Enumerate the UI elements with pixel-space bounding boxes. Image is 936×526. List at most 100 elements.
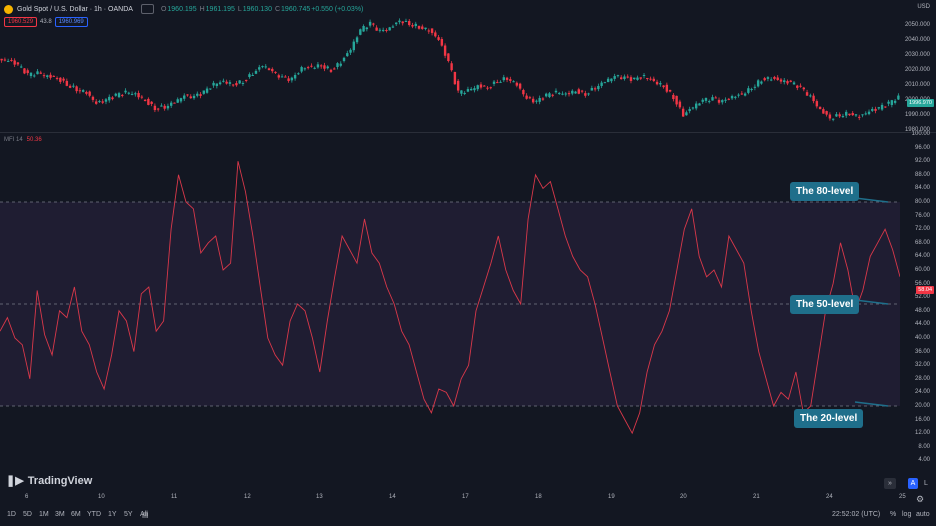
- candle-body: [512, 81, 515, 83]
- pane-divider[interactable]: [0, 132, 936, 133]
- symbol-legend[interactable]: Gold Spot / U.S. Dollar · 1h · OANDA O19…: [4, 3, 363, 15]
- timeframe-1m[interactable]: 1M: [39, 511, 49, 518]
- candle-body: [49, 74, 52, 78]
- callout-80-level: The 80-level: [790, 182, 860, 201]
- candle-body: [408, 21, 411, 26]
- candle-body: [212, 82, 215, 86]
- candle-body: [124, 90, 127, 93]
- candle-body: [192, 95, 196, 99]
- candle-body: [688, 109, 691, 112]
- timeframe-ytd[interactable]: YTD: [87, 511, 101, 518]
- utc-clock[interactable]: 22:52:02 (UTC): [832, 511, 881, 518]
- candle-body: [189, 96, 192, 99]
- candle-body: [23, 68, 26, 74]
- mfi-legend[interactable]: MFI 14 50.36: [4, 137, 42, 143]
- quote-row: 1960.529 43.8 1960.969: [4, 16, 88, 28]
- candle-body: [297, 73, 300, 75]
- logo-text: TradingView: [27, 474, 93, 487]
- candle-body: [691, 107, 695, 109]
- candle-body: [62, 78, 65, 81]
- candle-body: [218, 82, 222, 85]
- mfi-chart[interactable]: [0, 133, 900, 491]
- candle-body: [496, 82, 499, 84]
- timeframe-3m[interactable]: 3M: [55, 511, 65, 518]
- candle-body: [271, 68, 274, 72]
- time-axis-label: 25: [899, 494, 906, 500]
- auto-scale-a-button[interactable]: A: [908, 478, 918, 489]
- currency-label[interactable]: USD: [917, 4, 930, 10]
- candle-body: [727, 98, 731, 100]
- percent-toggle[interactable]: %: [890, 511, 897, 518]
- sell-price-button[interactable]: 1960.529: [4, 17, 38, 27]
- tradingview-logo[interactable]: ❚▶ TradingView: [6, 474, 93, 488]
- candle-body: [639, 77, 642, 79]
- mfi-axis-label: 52.00: [914, 294, 930, 301]
- candle-body: [104, 99, 108, 102]
- candle-body: [541, 98, 545, 100]
- candle-body: [531, 98, 535, 103]
- candle-body: [854, 114, 858, 116]
- candle-body: [33, 75, 36, 77]
- candle-body: [434, 32, 437, 37]
- candle-body: [205, 88, 209, 93]
- candle-body: [584, 93, 587, 96]
- candle-body: [668, 89, 672, 92]
- candle-body: [551, 94, 554, 96]
- time-axis[interactable]: 6 10 11 12 13 14 17 18 19 20 21 24 25: [0, 492, 906, 506]
- candle-body: [675, 95, 678, 105]
- buy-price-button[interactable]: 1960.969: [54, 17, 88, 27]
- timeframe-1d[interactable]: 1D: [7, 511, 16, 518]
- timeframe-5d[interactable]: 5D: [23, 511, 32, 518]
- log-scale-l-button[interactable]: L: [924, 480, 928, 487]
- scroll-to-realtime-button[interactable]: »: [884, 478, 896, 489]
- candle-body: [13, 60, 16, 65]
- candle-body: [336, 63, 339, 67]
- timeframe-6m[interactable]: 6M: [71, 511, 81, 518]
- candle-body: [450, 63, 453, 71]
- timeframe-5y[interactable]: 5Y: [124, 511, 133, 518]
- price-chart[interactable]: [0, 0, 900, 132]
- candle-body: [574, 91, 577, 94]
- candle-body: [430, 28, 434, 33]
- candle-body: [385, 29, 388, 31]
- candle-body: [753, 86, 757, 88]
- candle-body: [55, 77, 59, 79]
- visibility-eye-icon[interactable]: [140, 4, 154, 14]
- candle-body: [558, 92, 561, 94]
- price-axis[interactable]: USD 2050.000 2040.000 2030.000 2020.000 2010…: [900, 0, 936, 494]
- candle-body: [522, 90, 525, 95]
- candle-body: [88, 91, 91, 96]
- candle-body: [766, 77, 770, 79]
- settings-gear-icon[interactable]: ⚙: [916, 494, 925, 504]
- candle-body: [121, 94, 124, 96]
- ohlc-values: O1960.195 H1961.195 L1960.130 C1960.745+0.5…: [158, 6, 363, 13]
- mfi-line: [0, 161, 900, 435]
- mfi-axis-label: 68.00: [914, 239, 930, 246]
- candle-body: [740, 93, 744, 95]
- timeframe-all[interactable]: All: [140, 511, 148, 518]
- candle-body: [831, 118, 835, 120]
- mfi-axis-label: 56.00: [914, 280, 930, 287]
- time-axis-label: 13: [316, 494, 323, 500]
- symbol-title[interactable]: Gold Spot / U.S. Dollar · 1h · OANDA: [17, 5, 133, 13]
- candle-body: [254, 70, 258, 74]
- time-axis-label: 24: [826, 494, 833, 500]
- log-toggle[interactable]: log: [902, 511, 912, 518]
- candle-body: [672, 94, 675, 100]
- mfi-axis-label: 36.00: [914, 348, 930, 355]
- candle-body: [323, 65, 326, 69]
- candle-body: [877, 107, 881, 109]
- candle-body: [355, 37, 359, 43]
- timeframe-1y[interactable]: 1Y: [108, 511, 117, 518]
- candle-body: [215, 83, 219, 86]
- candle-body: [183, 95, 186, 99]
- candle-body: [326, 66, 329, 69]
- candle-body: [606, 78, 610, 83]
- candle-body: [300, 67, 303, 72]
- candle-body: [368, 21, 372, 26]
- mfi-axis-label: 12.00: [914, 430, 930, 437]
- candle-body: [515, 82, 519, 86]
- candle-body: [629, 77, 633, 81]
- auto-toggle[interactable]: auto: [916, 511, 930, 518]
- calendar-icon[interactable]: ▤: [142, 512, 149, 519]
